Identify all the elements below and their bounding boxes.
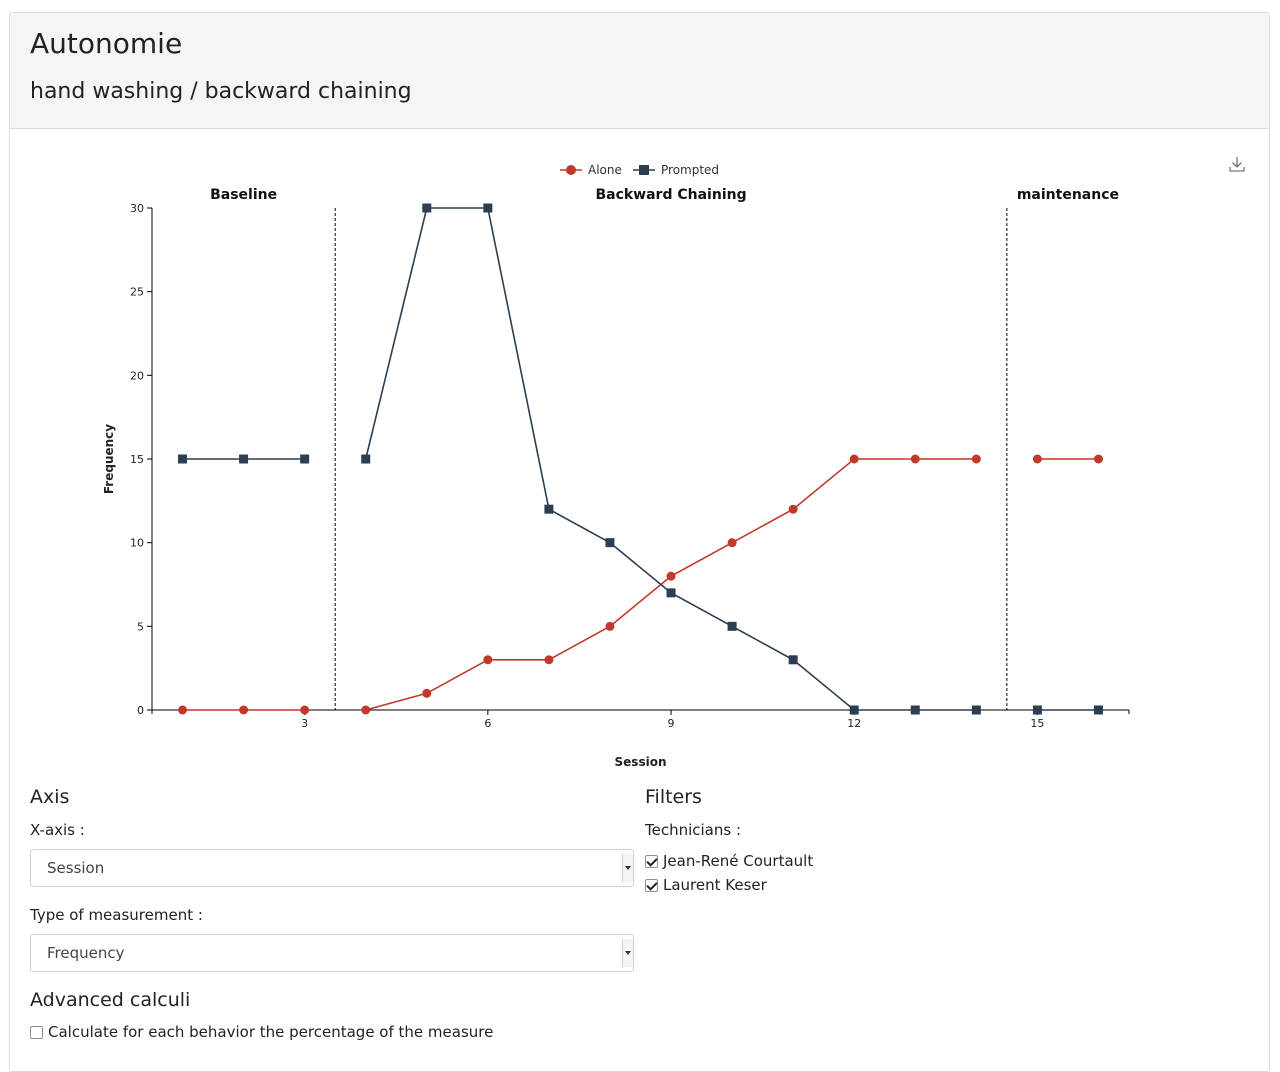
legend-label-prompted: Prompted [661,163,719,177]
axis-section-title: Axis [30,786,70,808]
x-axis-label: X-axis : [30,821,85,839]
measurement-select[interactable]: Frequency [30,934,634,972]
percentage-option[interactable]: Calculate for each behavior the percenta… [30,1022,493,1042]
select-arrow-icon [622,939,633,967]
data-point-prompted [239,454,249,464]
panel-header: Autonomie hand washing / backward chaini… [10,13,1269,129]
x-tick-label: 15 [1030,717,1044,730]
y-tick-label: 0 [137,704,144,717]
data-point-alone [971,454,981,464]
y-tick-label: 25 [130,286,144,299]
download-icon [1229,157,1245,172]
advanced-section-title: Advanced calculi [30,989,191,1011]
percentage-option-label: Calculate for each behavior the percenta… [48,1023,494,1041]
y-tick-label: 20 [130,369,144,382]
technician-name: Laurent Keser [663,876,767,894]
y-axis-title: Frequency [102,424,116,494]
data-point-prompted [971,705,981,715]
y-tick-label: 30 [130,202,144,215]
data-point-prompted [544,504,554,514]
data-point-alone [666,571,676,581]
percentage-checkbox[interactable] [30,1025,43,1039]
technicians-label: Technicians : [645,821,742,839]
data-point-alone [727,538,737,548]
app-title: Autonomie [30,27,183,60]
x-tick-label: 6 [484,717,491,730]
measurement-label: Type of measurement : [30,906,203,924]
data-point-prompted [422,203,432,213]
technician-filter-2[interactable]: Laurent Keser [645,875,767,895]
legend-label-alone: Alone [588,163,622,177]
data-point-prompted [666,588,676,598]
data-point-prompted [849,705,859,715]
data-point-alone [483,655,493,665]
data-point-prompted [605,538,615,548]
data-point-alone [849,454,859,464]
data-point-prompted [178,454,188,464]
line-chart: 0 5 10 15 20 25 30 3 6 9 12 15 Session Frequency Basel… [102,163,1130,769]
data-point-alone [1093,454,1103,464]
x-tick-label: 3 [301,717,308,730]
filters-section-title: Filters [645,786,702,808]
phase-label: Backward Chaining [595,187,746,203]
data-point-prompted [788,655,798,665]
phase-label: maintenance [1017,187,1119,203]
x-tick-label: 12 [847,717,861,730]
data-point-prompted [300,454,310,464]
x-axis-select-value: Session [47,859,105,877]
measurement-select-value: Frequency [47,944,125,962]
technician-name: Jean-René Courtault [663,852,814,870]
select-arrow-icon [622,854,633,882]
legend-marker-prompted [639,165,649,175]
data-point-alone [178,705,188,715]
data-point-prompted [910,705,920,715]
data-point-alone [361,705,371,715]
series-line-alone [365,458,977,711]
data-point-alone [422,688,432,698]
technician-checkbox[interactable] [645,878,658,892]
data-point-alone [605,621,615,631]
chart-panel: Autonomie hand washing / backward chaini… [9,12,1270,1072]
data-point-prompted [1093,705,1103,715]
data-point-alone [544,655,554,665]
technician-filter-1[interactable]: Jean-René Courtault [645,851,813,871]
x-tick-label: 9 [668,717,675,730]
y-tick-label: 15 [130,453,144,466]
data-point-alone [1032,454,1042,464]
data-point-alone [788,504,798,514]
data-point-prompted [361,454,371,464]
technician-checkbox[interactable] [645,854,658,868]
phase-label: Baseline [210,187,277,203]
download-button[interactable] [1226,153,1248,175]
data-point-alone [239,705,249,715]
x-axis-select[interactable]: Session [30,849,634,887]
x-axis-title: Session [615,755,667,769]
legend-marker-alone [566,165,576,175]
y-tick-label: 5 [137,620,144,633]
data-point-prompted [483,203,493,213]
page-subtitle: hand washing / backward chaining [30,79,412,104]
data-point-prompted [1032,705,1042,715]
data-point-prompted [727,621,737,631]
data-point-alone [300,705,310,715]
data-point-alone [910,454,920,464]
y-tick-label: 10 [130,537,144,550]
